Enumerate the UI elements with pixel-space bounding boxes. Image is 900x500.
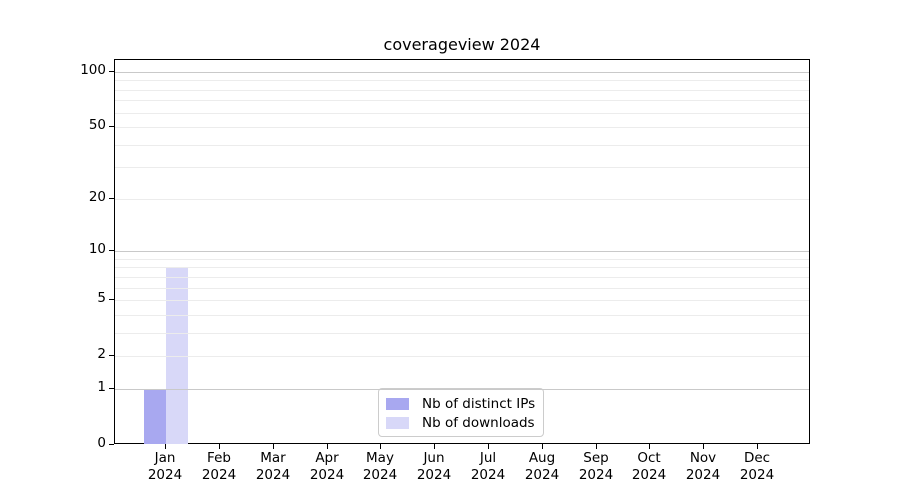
gridline xyxy=(115,389,809,390)
y-tick-mark xyxy=(109,71,114,72)
gridline xyxy=(115,333,809,334)
gridline xyxy=(115,259,809,260)
x-tick-mark xyxy=(703,444,704,449)
legend-swatch xyxy=(386,397,409,410)
x-tick-label: May 2024 xyxy=(362,450,398,483)
gridline xyxy=(115,199,809,200)
x-tick-mark xyxy=(434,444,435,449)
x-tick-mark xyxy=(649,444,650,449)
gridline xyxy=(115,90,809,91)
y-tick-label: 0 xyxy=(97,435,106,451)
x-tick-label: Oct 2024 xyxy=(631,450,667,483)
gridline xyxy=(115,145,809,146)
y-tick-mark xyxy=(109,299,114,300)
gridline xyxy=(115,356,809,357)
x-tick-mark xyxy=(219,444,220,449)
y-tick-mark xyxy=(109,198,114,199)
y-tick-mark xyxy=(109,250,114,251)
chart-title: coverageview 2024 xyxy=(383,35,541,54)
x-tick-label: Jul 2024 xyxy=(470,450,506,483)
x-tick-mark xyxy=(273,444,274,449)
x-tick-mark xyxy=(596,444,597,449)
x-tick-label: Sep 2024 xyxy=(578,450,614,483)
gridline xyxy=(115,100,809,101)
y-tick-label: 5 xyxy=(97,290,106,306)
x-tick-mark xyxy=(542,444,543,449)
x-tick-label: Dec 2024 xyxy=(739,450,775,483)
gridline xyxy=(115,315,809,316)
x-tick-mark xyxy=(165,444,166,449)
legend: Nb of distinct IPs Nb of downloads xyxy=(378,388,544,437)
legend-label: Nb of distinct IPs xyxy=(422,395,536,412)
bar-jan-series1 xyxy=(166,267,188,444)
gridline xyxy=(115,113,809,114)
gridline xyxy=(115,300,809,301)
y-tick-mark xyxy=(109,388,114,389)
legend-swatch xyxy=(386,416,409,429)
x-tick-mark xyxy=(488,444,489,449)
x-tick-label: Feb 2024 xyxy=(201,450,237,483)
y-tick-mark xyxy=(109,444,114,445)
gridline xyxy=(115,288,809,289)
x-tick-label: Jun 2024 xyxy=(416,450,452,483)
legend-label: Nb of downloads xyxy=(422,414,535,431)
bar-jan-series0 xyxy=(144,389,166,444)
x-tick-label: Aug 2024 xyxy=(524,450,560,483)
x-tick-label: Nov 2024 xyxy=(685,450,721,483)
plot-area xyxy=(114,59,810,444)
y-tick-mark xyxy=(109,355,114,356)
legend-item: Nb of downloads xyxy=(386,413,535,432)
gridline xyxy=(115,167,809,168)
y-tick-label: 100 xyxy=(80,62,106,78)
y-tick-label: 2 xyxy=(97,346,106,362)
x-tick-label: Mar 2024 xyxy=(255,450,291,483)
y-tick-label: 1 xyxy=(97,379,106,395)
y-tick-label: 10 xyxy=(88,241,106,257)
y-tick-mark xyxy=(109,126,114,127)
x-tick-label: Apr 2024 xyxy=(309,450,345,483)
gridline xyxy=(115,80,809,81)
gridline xyxy=(115,267,809,268)
y-tick-label: 20 xyxy=(88,189,106,205)
x-tick-mark xyxy=(757,444,758,449)
x-tick-mark xyxy=(380,444,381,449)
x-tick-mark xyxy=(327,444,328,449)
legend-item: Nb of distinct IPs xyxy=(386,394,535,413)
x-tick-label: Jan 2024 xyxy=(147,450,183,483)
y-tick-label: 50 xyxy=(88,117,106,133)
gridline xyxy=(115,72,809,73)
gridline xyxy=(115,277,809,278)
gridline xyxy=(115,127,809,128)
gridline xyxy=(115,251,809,252)
